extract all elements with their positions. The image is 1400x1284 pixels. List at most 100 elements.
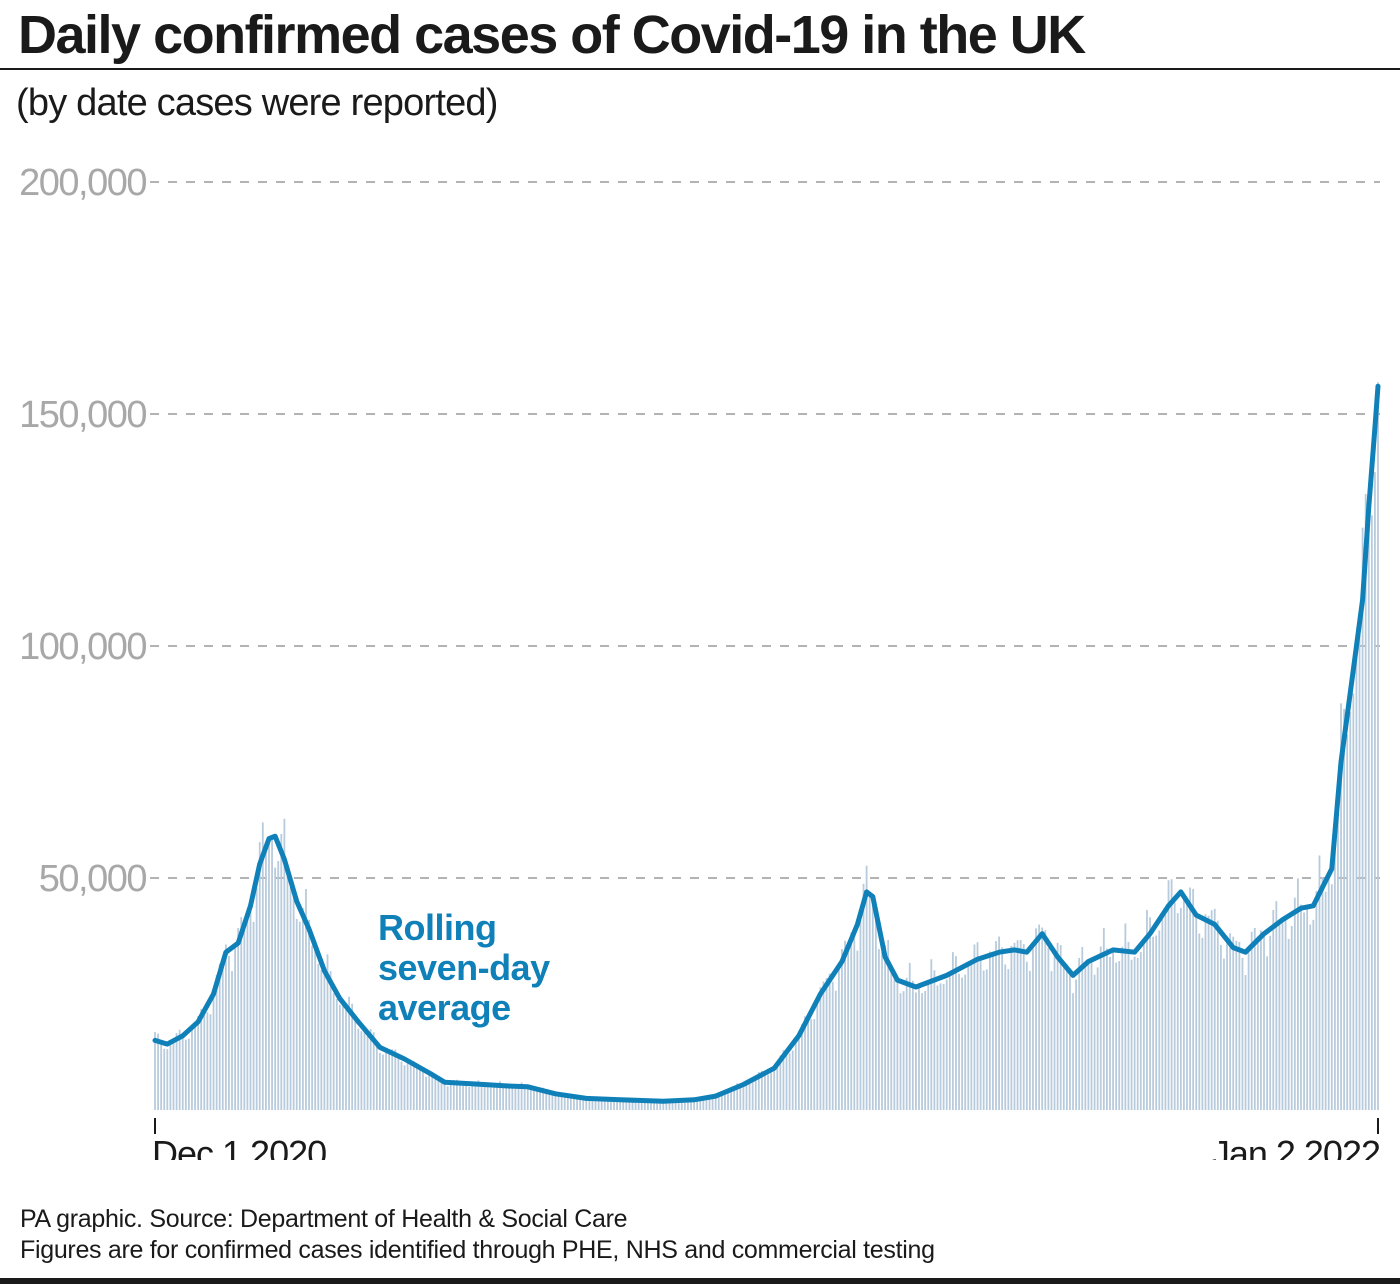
daily-bar [1250, 931, 1253, 1110]
daily-bar [1102, 928, 1105, 1110]
daily-bar [1330, 884, 1333, 1110]
daily-bar [942, 983, 945, 1110]
daily-bar [295, 918, 298, 1110]
daily-bar [486, 1084, 489, 1110]
daily-bar [261, 822, 264, 1110]
daily-bar [1226, 936, 1228, 1110]
daily-bar [785, 1051, 788, 1110]
daily-bar [465, 1083, 468, 1110]
daily-bar [856, 950, 859, 1110]
daily-bar [234, 946, 236, 1110]
daily-bar [1367, 524, 1370, 1110]
daily-bar [995, 941, 997, 1110]
daily-bar [1127, 941, 1130, 1110]
line-annotation: Rolling seven-day average [378, 907, 559, 1028]
daily-bar [582, 1097, 585, 1110]
daily-bar [342, 1004, 344, 1110]
daily-bar [240, 917, 243, 1110]
daily-bar [1081, 946, 1084, 1110]
daily-bar [794, 1037, 797, 1110]
daily-bar [1306, 906, 1309, 1110]
daily-bar [221, 956, 224, 1110]
rolling-average-line [152, 383, 1381, 1104]
daily-bar [634, 1099, 637, 1110]
bottom-rule [0, 1278, 1400, 1284]
daily-bar [255, 887, 258, 1110]
daily-bar [933, 970, 936, 1110]
daily-bar [252, 921, 255, 1110]
daily-bar [354, 1020, 357, 1110]
daily-bar [1192, 888, 1195, 1110]
daily-bar [576, 1098, 578, 1110]
daily-bar [711, 1096, 714, 1110]
daily-bar [1118, 960, 1121, 1110]
daily-bar [298, 921, 301, 1110]
daily-bar [1007, 969, 1010, 1110]
daily-bar [237, 928, 240, 1110]
daily-bar [400, 1061, 403, 1110]
daily-bar [874, 910, 877, 1110]
daily-bar [964, 974, 967, 1110]
daily-bar [422, 1071, 424, 1110]
daily-bar [335, 999, 338, 1110]
daily-bar [705, 1098, 708, 1110]
daily-bar [474, 1081, 477, 1110]
daily-bar [742, 1085, 745, 1110]
daily-bar [332, 993, 335, 1110]
daily-bar [1121, 946, 1124, 1110]
daily-bar [905, 977, 908, 1110]
daily-bar [157, 1033, 159, 1110]
x-axis: Dec 1 2020 Jan 2 2022 [152, 1118, 1381, 1160]
daily-bar [683, 1101, 686, 1110]
daily-bar [961, 977, 964, 1110]
daily-bar [603, 1098, 606, 1110]
daily-bar [1136, 957, 1139, 1110]
daily-bar [1032, 942, 1034, 1110]
daily-bar [702, 1098, 705, 1110]
y-tick-label: 50,000 [39, 858, 147, 900]
daily-bar [323, 970, 326, 1110]
daily-bar [1352, 693, 1355, 1110]
daily-bar [591, 1098, 594, 1110]
daily-bar [1093, 974, 1096, 1110]
daily-bar [209, 1014, 212, 1110]
daily-bar [1109, 956, 1111, 1110]
daily-bar [1090, 958, 1093, 1110]
daily-bar [1337, 794, 1339, 1110]
daily-bar [320, 970, 323, 1110]
daily-bar [545, 1089, 548, 1110]
daily-bar [529, 1088, 532, 1110]
daily-bar [976, 942, 979, 1110]
daily-bar [1056, 942, 1059, 1110]
source-note: PA graphic. Source: Department of Health… [20, 1205, 628, 1233]
daily-bar [579, 1097, 582, 1110]
daily-bar [647, 1099, 649, 1110]
daily-bar [893, 976, 896, 1110]
daily-bar [271, 835, 273, 1110]
daily-bar [1084, 963, 1087, 1110]
daily-bar [286, 864, 289, 1110]
daily-bar [1146, 910, 1148, 1110]
daily-bar [896, 979, 899, 1110]
daily-bar [1377, 382, 1379, 1110]
daily-bar [797, 1033, 800, 1110]
daily-bar [1321, 877, 1324, 1110]
daily-bar [982, 970, 985, 1110]
annotation-line-2: seven-day [378, 947, 550, 988]
annotation-line-1: Rolling [378, 907, 496, 948]
daily-bar [699, 1099, 702, 1110]
daily-bar [523, 1085, 526, 1110]
daily-bar [1235, 940, 1238, 1110]
daily-bar [1087, 962, 1090, 1110]
daily-bar [717, 1093, 720, 1110]
daily-bar [948, 975, 951, 1110]
daily-bar [194, 1021, 196, 1110]
daily-bar [1297, 878, 1299, 1110]
daily-bar [773, 1067, 776, 1110]
daily-bar [329, 971, 332, 1110]
daily-bar [533, 1089, 535, 1110]
daily-bar [160, 1043, 163, 1110]
daily-bar [394, 1049, 397, 1110]
daily-bar [958, 973, 960, 1110]
daily-bar [600, 1098, 603, 1110]
